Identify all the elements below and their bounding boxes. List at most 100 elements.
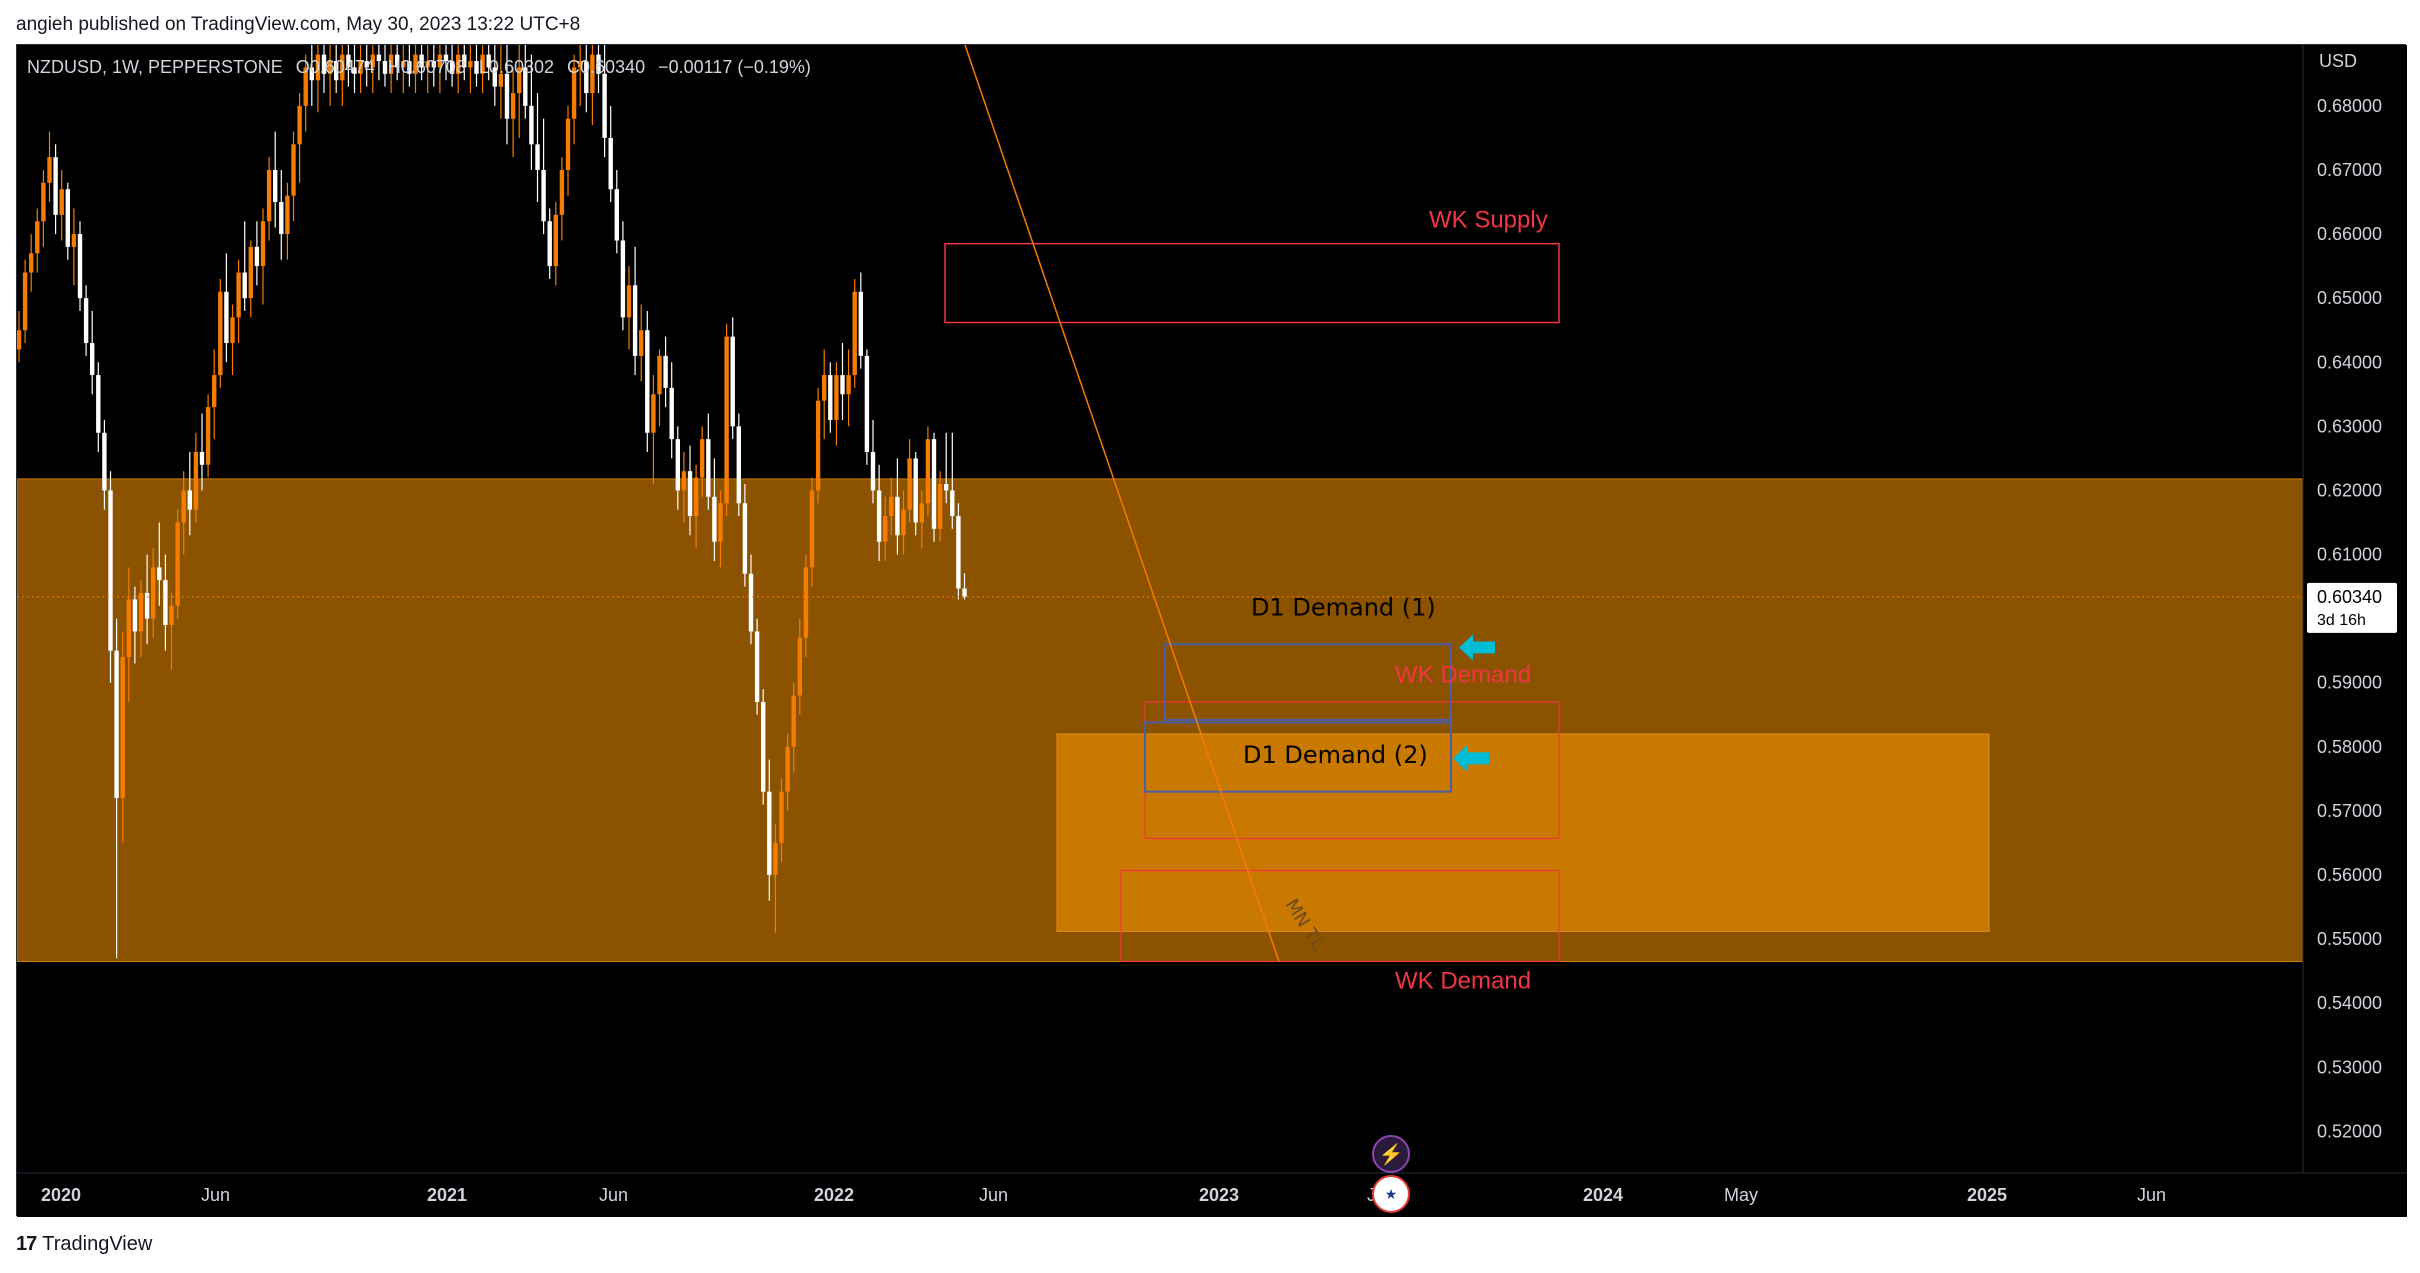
candle-body xyxy=(620,240,626,318)
candle-body xyxy=(151,567,156,619)
candle-body xyxy=(523,67,528,106)
candle-body xyxy=(492,67,497,87)
candle-body xyxy=(132,599,138,632)
candlestick-chart[interactable]: WK Supply D1 Demand (1) WK Demand D1 Demand… xyxy=(17,45,2407,1217)
candle-body xyxy=(242,272,247,299)
candle-body xyxy=(834,375,839,420)
price-tick: 0.55000 xyxy=(2317,929,2382,949)
candle-body xyxy=(736,426,741,504)
time-tick: 2025 xyxy=(1967,1185,2007,1205)
candle-body xyxy=(962,588,967,597)
candle-body xyxy=(303,67,308,106)
price-tick: 0.62000 xyxy=(2317,480,2382,500)
candle-body xyxy=(901,509,906,536)
candle-body xyxy=(224,291,229,344)
candle-body xyxy=(205,407,211,465)
candle-body xyxy=(632,285,638,356)
publish-header: angieh published on TradingView.com, May… xyxy=(16,14,581,35)
candle-body xyxy=(797,637,802,696)
candle-body xyxy=(571,67,577,119)
us-flag-icon[interactable]: ★ xyxy=(1372,1175,1410,1213)
candle-body xyxy=(883,516,888,542)
candle-body xyxy=(651,394,656,433)
time-axis-background xyxy=(17,1173,2407,1217)
candle-body xyxy=(431,61,436,68)
candle-body xyxy=(761,701,766,792)
candle-body xyxy=(681,471,687,491)
candle-body xyxy=(47,157,52,183)
price-tick: 0.63000 xyxy=(2317,416,2382,436)
candle-body xyxy=(175,522,180,606)
change-value: −0.00117 (−0.19%) xyxy=(658,57,811,77)
candle-body xyxy=(29,253,34,273)
mn-trendline xyxy=(964,45,1280,962)
arrow-left-icon-1 xyxy=(1459,634,1495,661)
candle-body xyxy=(504,73,510,119)
high-value: H0.60708 xyxy=(387,57,466,77)
time-tick: Jun xyxy=(2137,1185,2166,1205)
candle-body xyxy=(77,234,83,299)
candle-body xyxy=(693,477,699,517)
candle-body xyxy=(388,54,394,74)
candle-body xyxy=(462,54,467,68)
candle-body xyxy=(748,573,754,632)
candle-body xyxy=(401,61,406,68)
candle-body xyxy=(876,490,882,542)
wk-supply-label: WK Supply xyxy=(1429,207,1548,234)
time-tick: May xyxy=(1724,1185,1758,1205)
candle-body xyxy=(273,169,278,203)
candle-body xyxy=(742,503,748,574)
candle-body xyxy=(785,746,790,792)
price-tick: 0.54000 xyxy=(2317,993,2382,1013)
candle-body xyxy=(724,336,729,504)
candle-body xyxy=(468,61,473,68)
inner-demand-zone xyxy=(1056,733,1990,932)
low-value: L0.60302 xyxy=(478,57,554,77)
candle-body xyxy=(578,61,583,68)
open-value: O0.60474 xyxy=(295,57,375,77)
candle-body xyxy=(266,169,272,222)
candle-body xyxy=(340,54,345,81)
candle-body xyxy=(889,496,894,517)
footer: 17 TradingView xyxy=(16,1230,152,1258)
close-value: C0.60340 xyxy=(567,57,646,77)
candle-body xyxy=(700,439,705,478)
candle-body xyxy=(547,221,552,267)
candle-body xyxy=(407,61,412,74)
candle-body xyxy=(565,118,571,170)
candle-body xyxy=(712,496,717,542)
candle-body xyxy=(779,791,784,843)
candle-body xyxy=(626,285,632,318)
price-tick: 0.56000 xyxy=(2317,865,2382,885)
currency-label: USD xyxy=(2319,51,2357,71)
candle-body xyxy=(602,73,607,138)
candle-body xyxy=(17,330,22,350)
lightning-icon[interactable]: ⚡ xyxy=(1372,1135,1410,1173)
footer-brand[interactable]: TradingView xyxy=(42,1232,153,1255)
candle-body xyxy=(846,375,851,395)
candle-body xyxy=(791,695,796,747)
candle-body xyxy=(828,375,833,420)
candle-body xyxy=(864,355,870,452)
candle-body xyxy=(346,54,351,68)
candle-body xyxy=(382,61,388,74)
candle-body xyxy=(687,471,693,517)
candle-body xyxy=(584,61,589,94)
candle-body xyxy=(144,592,150,619)
candle-body xyxy=(370,54,375,68)
price-tick: 0.59000 xyxy=(2317,673,2382,693)
d1-demand-1-label: D1 Demand (1) xyxy=(1251,593,1436,621)
candle-body xyxy=(657,355,662,395)
candle-body xyxy=(181,490,186,523)
candle-body xyxy=(163,580,168,626)
candle-body xyxy=(59,189,64,215)
candle-body xyxy=(944,484,949,491)
candle-body xyxy=(669,387,674,440)
chart-panel[interactable]: WK Supply D1 Demand (1) WK Demand D1 Demand… xyxy=(16,44,2407,1217)
candle-body xyxy=(352,67,357,74)
candle-body xyxy=(254,246,260,267)
candle-body xyxy=(529,105,534,145)
candle-body xyxy=(248,246,253,299)
time-tick: Jun xyxy=(201,1185,230,1205)
candle-body xyxy=(22,272,28,331)
